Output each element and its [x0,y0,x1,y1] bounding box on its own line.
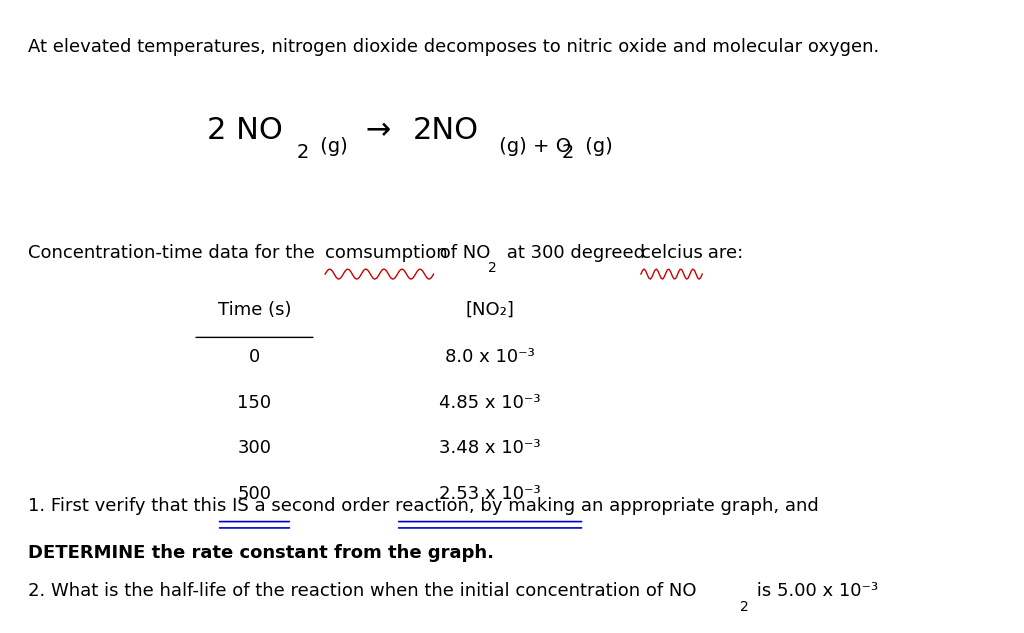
Text: of NO: of NO [433,244,489,261]
Text: 2 NO: 2 NO [207,116,284,145]
Text: Time (s): Time (s) [218,301,291,318]
Text: At elevated temperatures, nitrogen dioxide decomposes to nitric oxide and molecu: At elevated temperatures, nitrogen dioxi… [29,38,880,56]
Text: 2: 2 [740,600,749,614]
Text: (g): (g) [314,137,347,156]
Text: DETERMINE the rate constant from the graph.: DETERMINE the rate constant from the gra… [29,544,495,562]
Text: →: → [356,116,401,145]
Text: 2: 2 [562,143,574,162]
Text: (g) + O: (g) + O [493,137,571,156]
Text: 2: 2 [297,143,309,162]
Text: 300: 300 [238,439,271,457]
Text: 3.48 x 10⁻³: 3.48 x 10⁻³ [439,439,541,457]
Text: 2. What is the half-life of the reaction when the initial concentration of NO: 2. What is the half-life of the reaction… [29,582,696,600]
Text: is 5.00 x 10⁻³: is 5.00 x 10⁻³ [752,582,879,600]
Text: celcius: celcius [641,244,702,261]
Text: 2NO: 2NO [413,116,479,145]
Text: 2: 2 [488,261,497,275]
Text: are:: are: [702,244,743,261]
Text: 0: 0 [249,348,260,366]
Text: 500: 500 [238,485,271,503]
Text: 1. First verify that this IS a second order reaction, by making an appropriate g: 1. First verify that this IS a second or… [29,497,819,515]
Text: comsumption: comsumption [326,244,447,261]
Text: 8.0 x 10⁻³: 8.0 x 10⁻³ [445,348,535,366]
Text: 4.85 x 10⁻³: 4.85 x 10⁻³ [439,394,541,411]
Text: Concentration-time data for the: Concentration-time data for the [29,244,321,261]
Text: 150: 150 [238,394,271,411]
Text: at 300 degreed: at 300 degreed [502,244,651,261]
Text: [NO₂]: [NO₂] [466,301,514,318]
Text: 2.53 x 10⁻³: 2.53 x 10⁻³ [439,485,541,503]
Text: (g): (g) [579,137,612,156]
